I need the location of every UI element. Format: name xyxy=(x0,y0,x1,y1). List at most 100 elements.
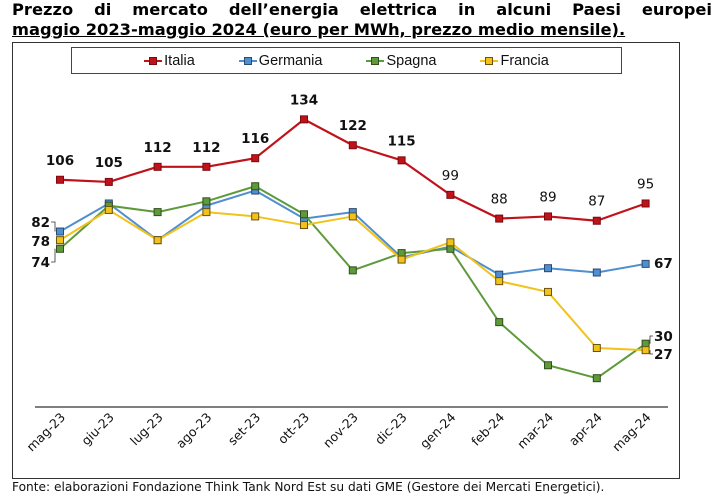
legend-item-italia: Italia xyxy=(144,53,195,69)
chart-title: Prezzo di mercato dell’energia elettrica… xyxy=(12,0,712,40)
series-line-germania xyxy=(59,189,646,276)
data-label-italia: 115 xyxy=(388,133,416,149)
data-label-francia-last: 27 xyxy=(654,347,673,363)
x-tick-label: lug-23 xyxy=(127,410,166,449)
legend-marker-italia xyxy=(144,55,163,67)
chart-legend: Italia Germania Spagna Francia xyxy=(71,47,622,74)
data-point-francia xyxy=(495,277,504,286)
data-point-francia xyxy=(641,346,650,355)
data-point-spagna xyxy=(348,266,357,275)
data-point-italia xyxy=(153,162,162,171)
data-point-francia xyxy=(592,344,601,353)
data-label-italia: 88 xyxy=(491,192,508,208)
data-label-spagna-first: 74 xyxy=(31,255,50,271)
data-label-italia: 134 xyxy=(290,92,318,108)
data-label-germania-last: 67 xyxy=(654,256,673,272)
data-label-germania-first: 82 xyxy=(31,215,50,231)
x-tick-label: ott-23 xyxy=(275,410,312,447)
data-label-italia: 112 xyxy=(144,140,172,156)
data-label-francia-first: 78 xyxy=(31,234,50,250)
data-point-italia xyxy=(56,175,64,184)
data-point-francia xyxy=(104,205,113,214)
data-point-spagna xyxy=(592,374,601,383)
series-line-italia xyxy=(59,118,646,222)
x-tick-label: dic-23 xyxy=(372,410,410,448)
data-point-spagna xyxy=(397,249,406,258)
x-tick-label: feb-24 xyxy=(468,409,507,448)
data-point-spagna xyxy=(56,244,64,253)
legend-label-spagna: Spagna xyxy=(386,52,437,69)
legend-label-germania: Germania xyxy=(258,52,323,69)
data-label-italia: 95 xyxy=(637,176,654,192)
data-point-italia xyxy=(495,214,504,223)
source-note: Fonte: elaborazioni Fondazione Think Tan… xyxy=(12,480,605,494)
leader-line-germania xyxy=(51,221,56,232)
data-point-italia xyxy=(104,177,113,186)
data-point-spagna xyxy=(544,361,552,370)
data-point-italia xyxy=(300,115,308,124)
data-point-italia xyxy=(202,162,211,171)
x-tick-label: ago-23 xyxy=(173,410,215,452)
data-point-germania xyxy=(495,270,504,279)
data-point-germania xyxy=(641,259,650,268)
leader-line-francia xyxy=(649,350,653,355)
data-label-italia: 112 xyxy=(192,140,220,156)
legend-item-francia: Francia xyxy=(480,52,549,69)
data-label-italia: 106 xyxy=(46,153,74,169)
legend-label-francia: Francia xyxy=(500,52,549,69)
x-tick-label: mag-23 xyxy=(23,410,68,455)
chart-frame xyxy=(12,42,680,479)
legend-label-italia: Italia xyxy=(164,52,195,69)
data-point-francia xyxy=(56,236,64,245)
data-point-spagna xyxy=(446,244,455,253)
x-tick-label: gen-24 xyxy=(417,409,459,451)
data-point-spagna xyxy=(202,197,211,206)
data-label-spagna-last: 30 xyxy=(654,329,673,345)
data-point-germania xyxy=(544,264,552,273)
series-line-francia xyxy=(59,208,646,352)
data-point-spagna xyxy=(495,318,504,327)
x-tick-label: mar-24 xyxy=(514,409,556,451)
data-point-spagna xyxy=(641,339,650,348)
data-point-francia xyxy=(202,208,211,217)
data-point-francia xyxy=(300,221,308,230)
x-tick-label: apr-24 xyxy=(566,409,605,448)
data-point-francia xyxy=(251,212,260,221)
data-point-italia xyxy=(348,141,357,150)
x-tick-label: nov-23 xyxy=(320,410,361,451)
data-point-italia xyxy=(446,190,455,199)
leader-line-spagna xyxy=(649,335,653,344)
data-point-italia xyxy=(641,199,650,208)
data-point-italia xyxy=(397,156,406,165)
data-point-spagna xyxy=(251,182,260,191)
data-label-italia: 87 xyxy=(588,194,605,210)
data-point-germania xyxy=(592,268,601,277)
chart-title-line-2: maggio 2023-maggio 2024 (euro per MWh, p… xyxy=(12,20,626,39)
data-point-italia xyxy=(544,212,552,221)
x-tick-label: set-23 xyxy=(225,410,264,449)
data-point-italia xyxy=(592,216,601,225)
legend-item-germania: Germania xyxy=(238,52,323,69)
data-point-germania xyxy=(56,227,64,236)
x-tick-label: giu-23 xyxy=(78,410,117,449)
data-label-italia: 122 xyxy=(339,118,367,134)
data-label-italia: 99 xyxy=(442,168,459,184)
x-tick-label: mag-24 xyxy=(609,409,654,454)
data-point-francia xyxy=(397,255,406,264)
data-label-italia: 89 xyxy=(539,189,556,205)
data-point-francia xyxy=(544,287,552,296)
data-point-spagna xyxy=(300,210,308,219)
data-point-francia xyxy=(446,238,455,247)
data-point-francia xyxy=(153,236,162,245)
chart-title-line-1: Prezzo di mercato dell’energia elettrica… xyxy=(12,0,712,19)
leader-line-spagna xyxy=(51,248,56,263)
legend-marker-francia xyxy=(480,55,499,67)
data-label-italia: 116 xyxy=(241,131,269,147)
legend-item-spagna: Spagna xyxy=(366,53,436,69)
legend-marker-spagna xyxy=(366,55,385,67)
legend-marker-germania xyxy=(238,55,257,67)
data-label-italia: 105 xyxy=(95,155,123,171)
data-point-italia xyxy=(251,154,260,163)
data-point-spagna xyxy=(153,208,162,217)
